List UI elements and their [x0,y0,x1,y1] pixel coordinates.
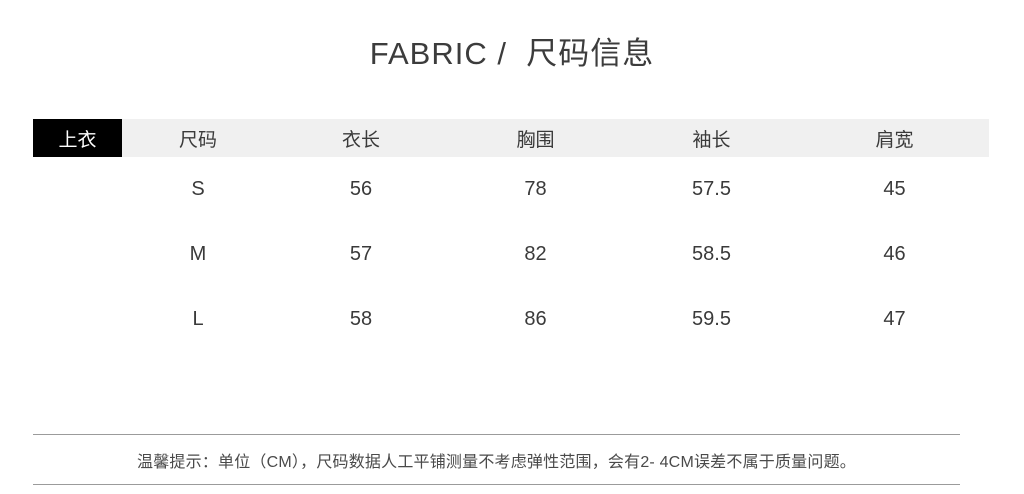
footer-note-block: 温馨提示：单位（CM），尺码数据人工平铺测量不考虑弹性范围，会有2- 4CM误差… [33,434,960,485]
column-header-shoulder: 肩宽 [800,119,989,157]
cell-sleeve: 57.5 [692,178,731,200]
cell-shoulder: 45 [883,178,906,200]
column-header-sleeve: 袖长 [623,119,800,157]
page-title-container: FABRIC / 尺码信息 [0,0,1024,100]
cell-sleeve: 59.5 [692,308,731,330]
cell-size: M [189,243,207,265]
cell-length: 58 [349,308,373,330]
row-spacer-cell [33,287,122,352]
page-title: FABRIC / 尺码信息 [369,35,655,71]
cell-shoulder: 46 [883,243,906,265]
note-divider-top [33,434,960,435]
row-spacer-cell [33,222,122,287]
note-divider-bottom [33,484,960,485]
table-corner-cell-category: 上衣 [33,119,122,157]
column-header-bust: 胸围 [448,119,623,157]
cell-bust: 82 [524,243,547,265]
cell-sleeve: 58.5 [692,243,731,265]
table-row: L 58 86 59.5 47 [33,287,989,352]
table-row: M 57 82 58.5 46 [33,222,989,287]
table-header: 上衣 尺码 衣长 胸围 袖长 肩宽 [33,119,989,157]
cell-length: 56 [349,178,373,200]
cell-shoulder: 47 [883,308,906,330]
cell-bust: 86 [524,308,547,330]
table-body: S 56 78 57.5 45 M 57 82 58.5 46 L 58 86 … [33,157,989,352]
column-header-size: 尺码 [122,119,274,157]
cell-size: L [192,308,204,330]
cell-size: S [191,178,205,200]
size-chart-table: 上衣 尺码 衣长 胸围 袖长 肩宽 S 56 78 57.5 45 M 57 8… [33,119,989,352]
column-header-length: 衣长 [274,119,448,157]
cell-length: 57 [349,243,373,265]
note-text: 温馨提示：单位（CM），尺码数据人工平铺测量不考虑弹性范围，会有2- 4CM误差… [137,453,856,471]
table-header-row: 上衣 尺码 衣长 胸围 袖长 肩宽 [33,119,989,157]
cell-bust: 78 [524,178,547,200]
row-spacer-cell [33,157,122,222]
table-row: S 56 78 57.5 45 [33,157,989,222]
